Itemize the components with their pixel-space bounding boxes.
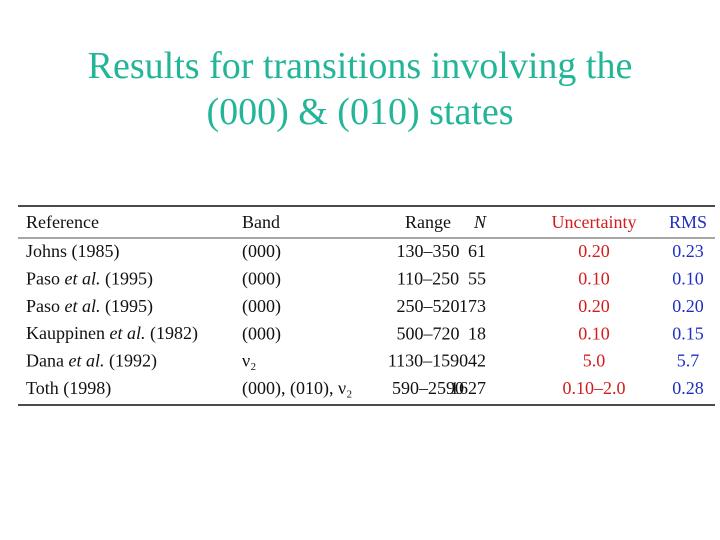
n-cell: 173 — [459, 296, 486, 316]
text-segment: Kauppinen — [26, 323, 109, 343]
rms-cell: 0.20 — [672, 296, 704, 316]
header-cell: RMS — [669, 212, 707, 232]
text-segment: (1992) — [104, 351, 157, 372]
header-cell: Reference — [26, 212, 99, 232]
uncertainty-cell: 0.20 — [578, 241, 610, 261]
range-cell: 250–520 — [397, 296, 460, 316]
uncertainty-cell: 0.20 — [578, 296, 610, 316]
range-cell: 1130–1590 — [388, 351, 468, 371]
rms-cell: 0.15 — [672, 323, 704, 343]
text-segment: et al. — [109, 323, 145, 343]
reference-cell: Kauppinen et al. (1982) — [26, 323, 198, 344]
band-cell: (000) — [242, 241, 281, 262]
reference-cell: Johns (1985) — [26, 241, 120, 262]
text-segment: Johns (1985) — [26, 241, 120, 262]
uncertainty-cell: 0.10–2.0 — [563, 378, 626, 398]
band-cell: (000) — [242, 269, 281, 290]
n-cell: 18 — [468, 323, 486, 343]
text-segment: (1995) — [101, 296, 154, 317]
rms-cell: 5.7 — [677, 351, 700, 371]
text-segment: et al. — [65, 296, 101, 316]
header-cell: N — [473, 212, 487, 232]
band-cell: (000), (010), ν₂ — [242, 378, 352, 399]
rms-cell: 0.10 — [672, 269, 704, 289]
title-line: Results for transitions involving the — [88, 45, 633, 87]
rms-cell: 0.23 — [672, 241, 704, 261]
reference-cell: Dana et al. (1992) — [26, 351, 157, 372]
text-segment: et al. — [68, 351, 104, 371]
range-cell: 500–720 — [397, 323, 460, 343]
reference-cell: Paso et al. (1995) — [26, 269, 153, 290]
reference-cell: Toth (1998) — [26, 378, 111, 399]
text-segment: Toth (1998) — [26, 378, 111, 399]
band-cell: (000) — [242, 323, 281, 344]
text-segment: Dana — [26, 351, 68, 371]
rms-cell: 0.28 — [672, 378, 704, 398]
band-cell: ν₂ — [242, 351, 256, 371]
range-cell: 130–350 — [397, 241, 460, 261]
uncertainty-cell: 5.0 — [583, 351, 606, 371]
text-segment: Paso — [26, 269, 65, 289]
reference-cell: Paso et al. (1995) — [26, 296, 153, 317]
header-cell: Band — [242, 212, 280, 232]
text-segment: (1982) — [145, 323, 198, 344]
text-segment: et al. — [65, 269, 101, 289]
range-cell: 590–2590 — [392, 378, 464, 398]
range-cell: 110–250 — [397, 269, 459, 289]
text-segment: Paso — [26, 296, 65, 316]
band-cell: (000) — [242, 296, 281, 317]
title-line: (000) & (010) states — [206, 91, 513, 133]
n-cell: 42 — [468, 351, 486, 371]
uncertainty-cell: 0.10 — [578, 323, 610, 343]
n-cell: 61 — [468, 241, 486, 261]
header-cell: Range — [405, 212, 451, 232]
n-cell: 1627 — [450, 378, 486, 398]
text-segment: (1995) — [101, 269, 154, 290]
uncertainty-cell: 0.10 — [578, 269, 610, 289]
header-cell: Uncertainty — [552, 212, 637, 232]
n-cell: 55 — [468, 269, 486, 289]
